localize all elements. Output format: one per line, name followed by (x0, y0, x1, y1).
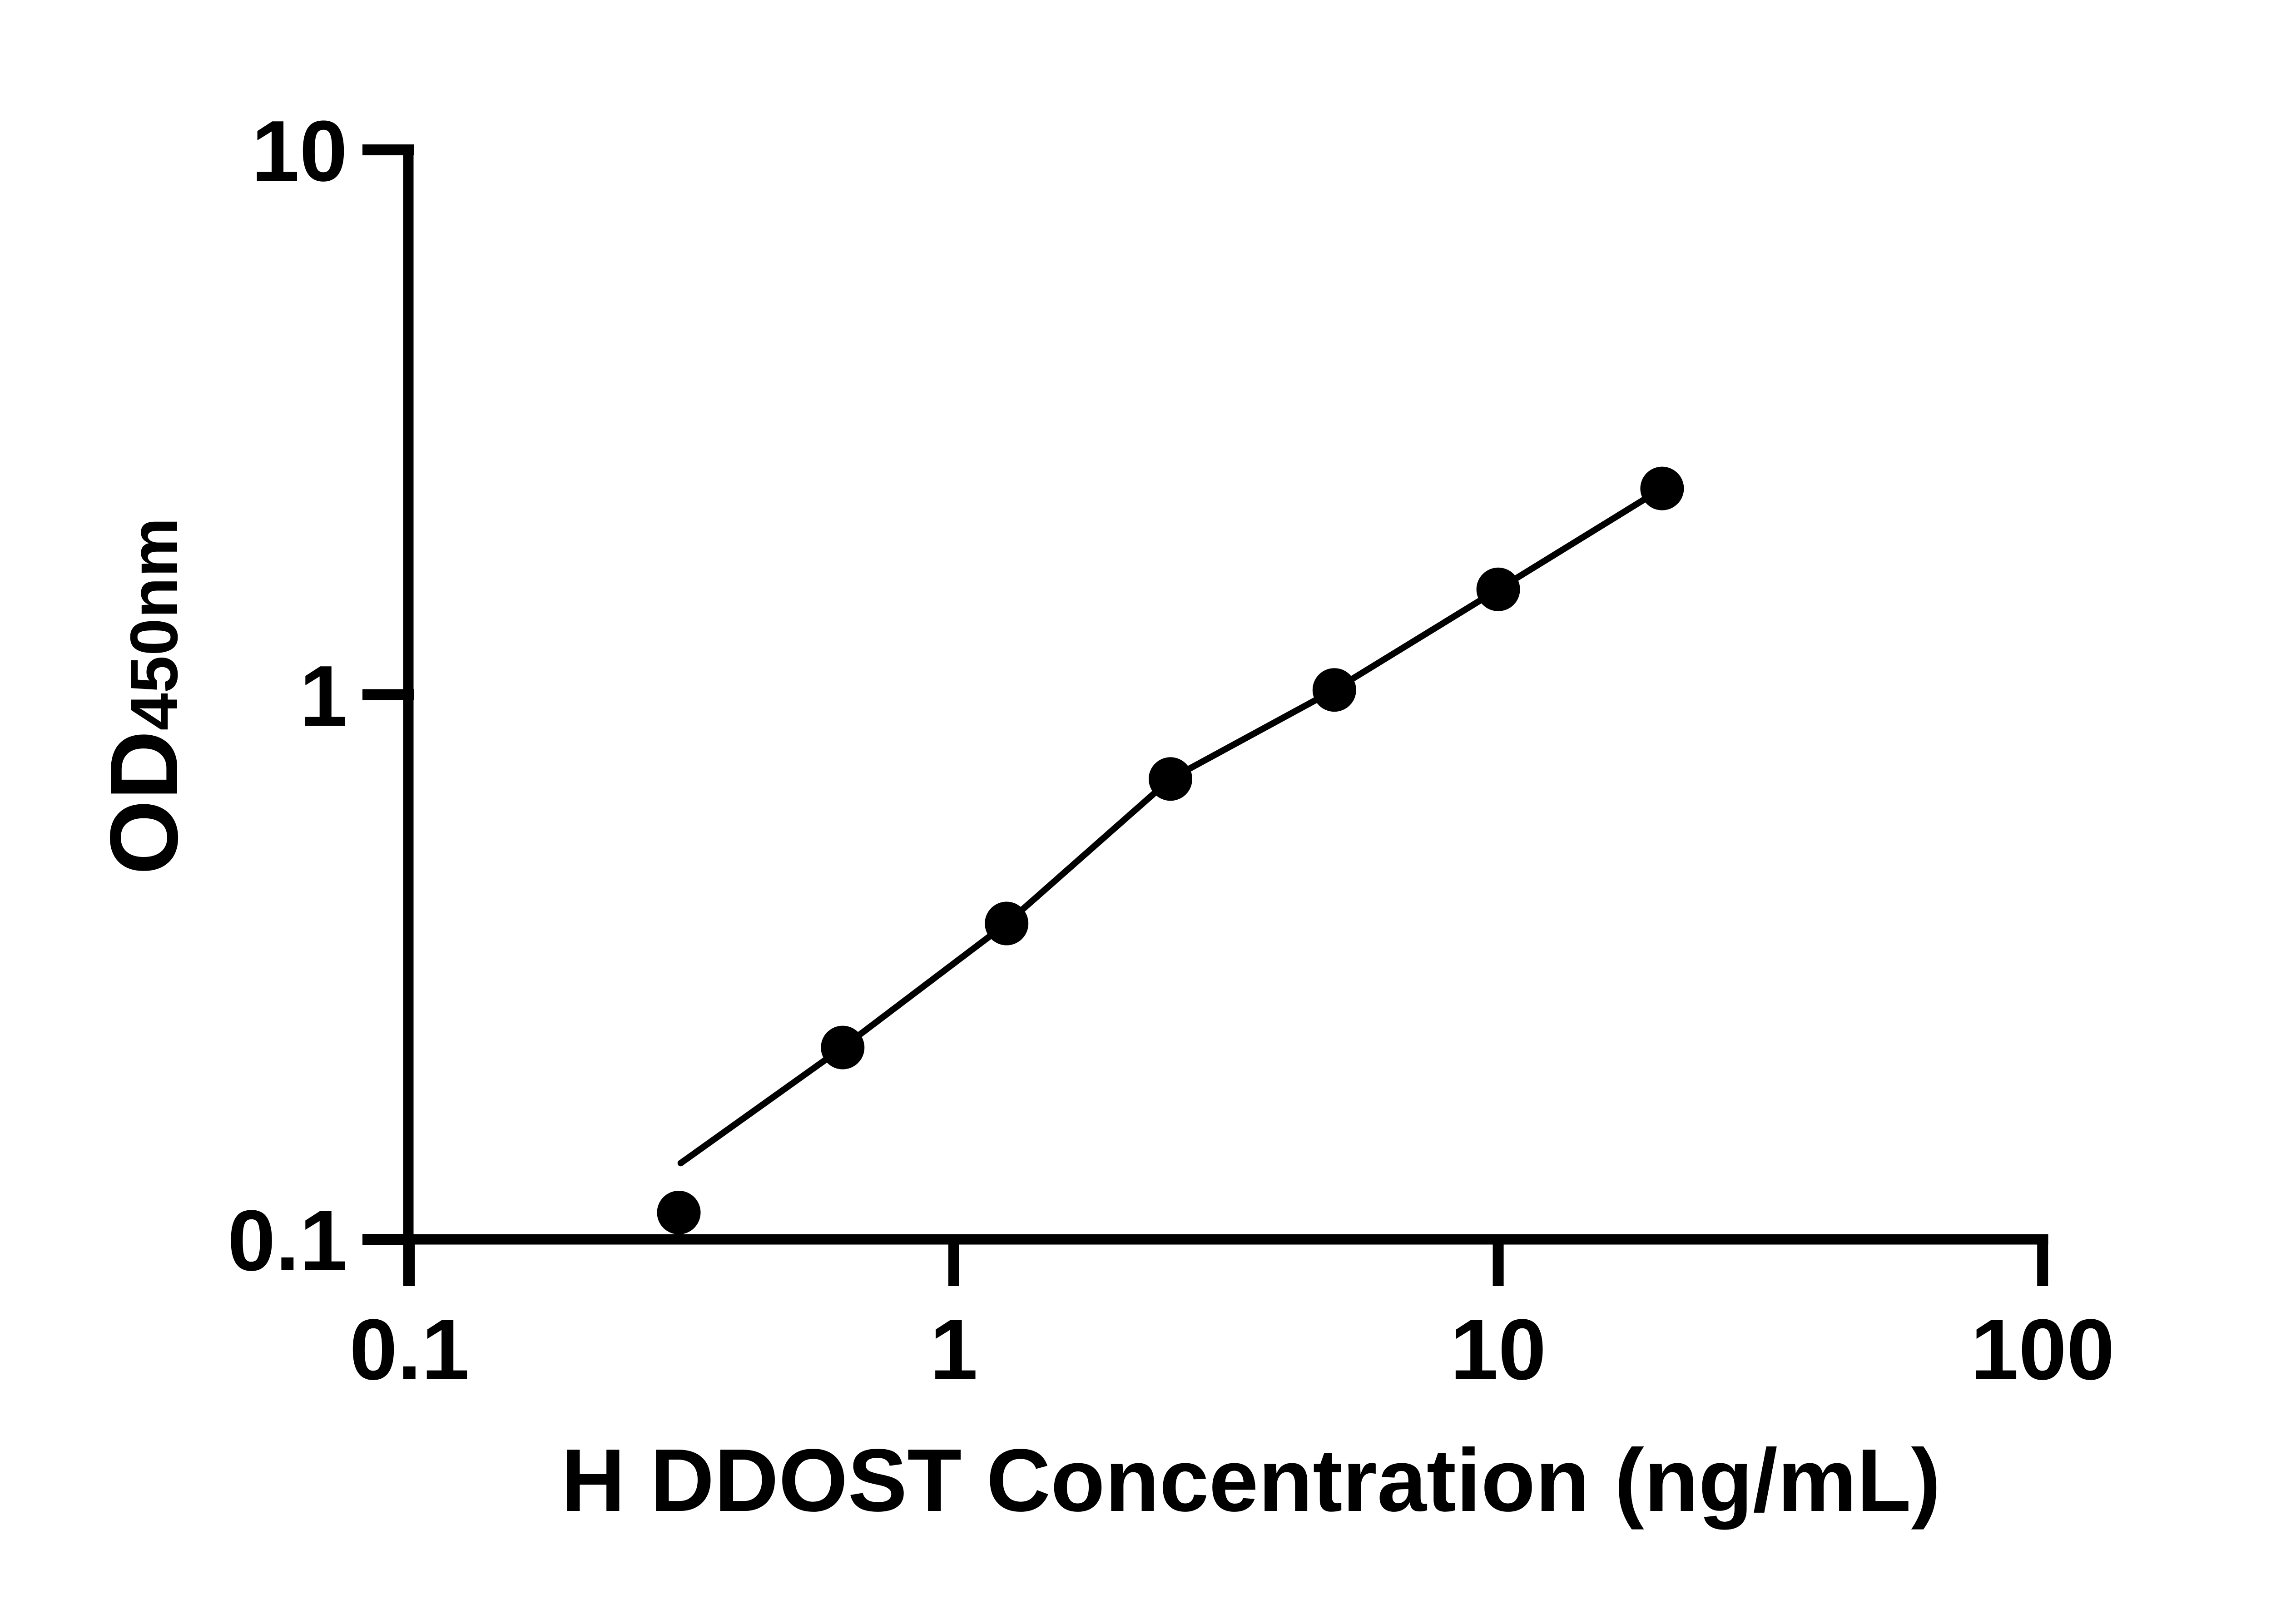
data-point (985, 901, 1029, 946)
x-tick-label: 1 (930, 1302, 978, 1398)
y-axis-title-main: OD (90, 730, 198, 875)
x-tick-label: 0.1 (349, 1302, 470, 1398)
y-tick-label: 10 (251, 103, 347, 199)
data-point (1312, 668, 1356, 712)
x-tick-label: 100 (1970, 1302, 2115, 1398)
data-point (1149, 757, 1192, 801)
y-tick-label: 1 (299, 648, 347, 744)
data-point (1476, 567, 1520, 611)
data-point (821, 1025, 865, 1069)
x-axis-title: H DDOST Concentration (ng/mL) (561, 1431, 1941, 1530)
y-tick-label: 0.1 (227, 1193, 347, 1289)
data-point (657, 1191, 701, 1234)
x-tick-label: 10 (1450, 1302, 1547, 1398)
data-point (1640, 466, 1684, 510)
